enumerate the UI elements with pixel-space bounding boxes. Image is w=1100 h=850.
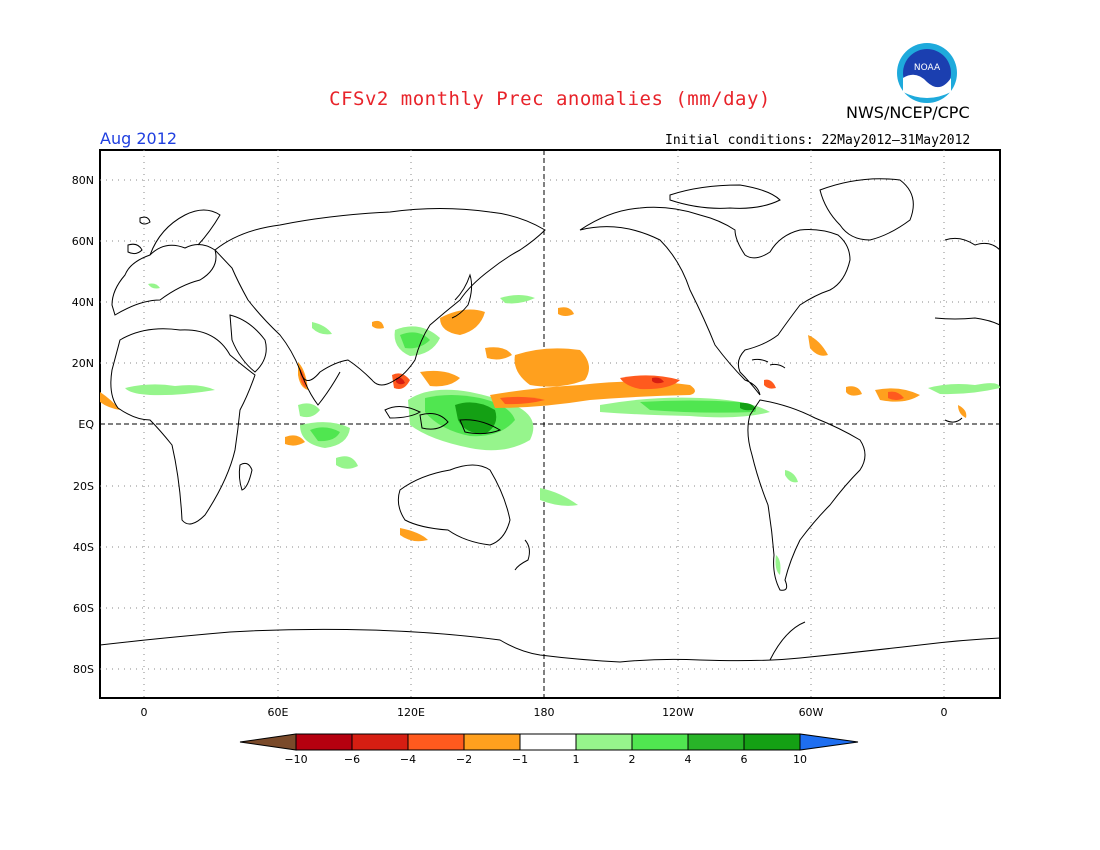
colorbar-label: 4 (685, 753, 692, 766)
anomaly-shading (100, 283, 1000, 575)
lat-label: 80N (72, 174, 94, 187)
lon-label: 0 (941, 706, 948, 719)
lat-label: 60S (73, 602, 94, 615)
colorbar-label: −4 (400, 753, 416, 766)
colorbar-label: −10 (284, 753, 307, 766)
lon-label: 60W (799, 706, 824, 719)
lat-label: 40N (72, 296, 94, 309)
colorbar-label: −2 (456, 753, 472, 766)
page-title: CFSv2 monthly Prec anomalies (mm/day) (329, 88, 771, 110)
colorbar-label: 1 (573, 753, 580, 766)
organization-label: NWS/NCEP/CPC (846, 103, 970, 122)
colorbar-segment (463, 733, 521, 751)
colorbar-label: −1 (512, 753, 528, 766)
month-label: Aug 2012 (100, 129, 178, 148)
colorbar-segment (743, 733, 801, 751)
lat-label: EQ (78, 418, 94, 431)
logo-text: NOAA (914, 63, 941, 73)
colorbar-label: 6 (741, 753, 748, 766)
colorbar-segment (687, 733, 745, 751)
lat-label: 20S (73, 480, 94, 493)
coastlines (99, 178, 1001, 663)
colorbar-label: 2 (629, 753, 636, 766)
colorbar-segment (575, 733, 633, 751)
colorbar-left-arrow (239, 733, 297, 751)
lat-label: 80S (73, 663, 94, 676)
lon-label: 120E (397, 706, 425, 719)
lon-label: 0 (141, 706, 148, 719)
longitude-labels: 0 60E 120E 180 120W 60W 0 (141, 706, 948, 719)
colorbar-segment (631, 733, 689, 751)
initial-conditions-label: Initial conditions: 22May2012–31May2012 (665, 133, 971, 148)
lat-label: 20N (72, 357, 94, 370)
lon-label: 120W (662, 706, 694, 719)
colorbar-right-arrow (799, 733, 859, 751)
latitude-labels: 80N 60N 40N 20N EQ 20S 40S 60S 80S (72, 174, 95, 676)
lat-label: 60N (72, 235, 94, 248)
noaa-logo: NOAA (896, 42, 958, 108)
colorbar-segment (295, 733, 353, 751)
colorbar-segment (407, 733, 465, 751)
lat-label: 40S (73, 541, 94, 554)
colorbar-segment (351, 733, 409, 751)
colorbar-segment (519, 733, 577, 751)
lon-label: 180 (534, 706, 555, 719)
lon-label: 60E (268, 706, 289, 719)
colorbar-label: 10 (793, 753, 807, 766)
colorbar-label: −6 (344, 753, 360, 766)
equator-dateline (100, 150, 1000, 698)
colorbar: −10 −6 −4 −2 −1 1 2 4 6 10 (239, 733, 859, 766)
